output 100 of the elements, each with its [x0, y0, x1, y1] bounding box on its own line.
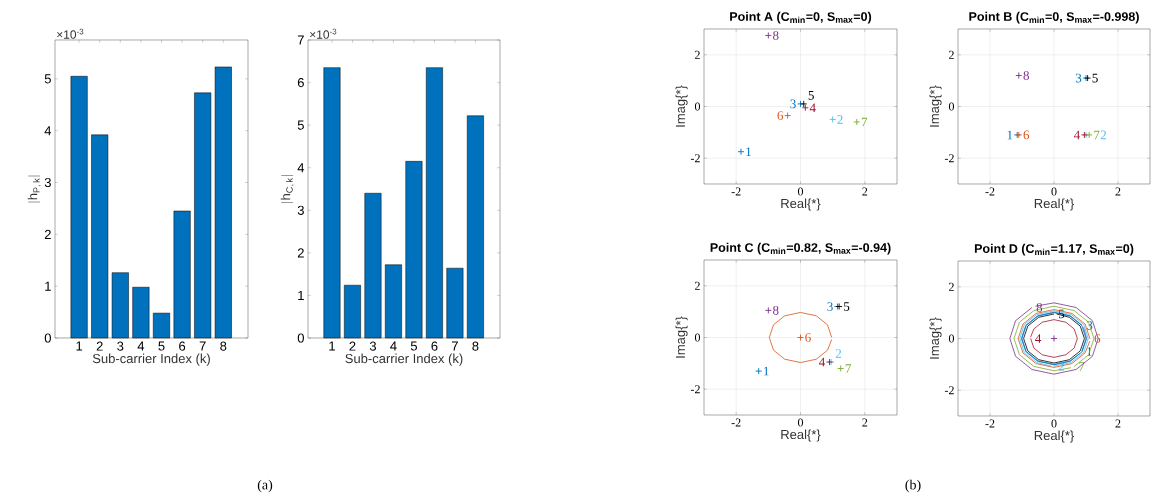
- x-tick-label: 2: [1115, 187, 1121, 196]
- series-label: 4: [1035, 334, 1042, 343]
- series-label: 1: [746, 147, 751, 156]
- chart-title: Point D (C$_{min}$=1.17, S$_{max}$=0): [974, 243, 1134, 256]
- x-tick-label: 4: [390, 341, 397, 351]
- x-axis-title: Sub-carrier Index (k): [92, 353, 210, 366]
- series-label: 6: [777, 111, 784, 120]
- text: ×10$^{-3}$: [310, 28, 337, 39]
- x-axis-title: Real{*}: [781, 198, 821, 211]
- series-label: 2: [1100, 130, 1106, 140]
- y-tick-label: 4: [297, 163, 305, 173]
- x-tick-label: 5: [158, 341, 165, 351]
- series-label: 1: [1007, 130, 1013, 140]
- y-tick-label: 6: [297, 77, 304, 88]
- x-tick-label: 3: [117, 341, 124, 351]
- y-tick-label: -2: [944, 154, 954, 163]
- chart-title: Point C (C$_{min}$=0.82, S$_{max}$=-0.94): [710, 242, 891, 255]
- series-label: 8: [1023, 71, 1030, 80]
- series-label: 8: [1036, 303, 1043, 312]
- y-tick-label: -2: [690, 385, 700, 394]
- x-tick-label: 7: [199, 341, 206, 351]
- series-label: 3: [790, 99, 796, 109]
- x-tick-label: -2: [985, 187, 995, 196]
- x-tick-label: 7: [451, 341, 458, 351]
- x-tick-label: 8: [472, 341, 479, 351]
- series-label: 7: [861, 117, 868, 127]
- series-label: 3: [1086, 320, 1093, 330]
- text: ×10$^{-3}$: [57, 28, 84, 39]
- series-label: 6: [1023, 130, 1030, 140]
- series-label: 5: [844, 302, 850, 311]
- series-label: 5: [1092, 73, 1098, 83]
- y-tick-label: 0: [44, 333, 51, 343]
- y-axis-title: $|\mathrm{h}_{\mathrm{P,\,k}}|$: [27, 175, 42, 203]
- y-axis-title: Imag{*}: [929, 317, 942, 359]
- x-tick-label: -2: [985, 419, 995, 428]
- series-label: 2: [835, 349, 842, 358]
- y-tick-label: -2: [944, 386, 954, 395]
- y-tick-label: 2: [695, 50, 700, 59]
- x-tick-label: 5: [410, 341, 418, 351]
- y-axis-title: Imag{*}: [929, 85, 942, 127]
- y-tick-label: 2: [695, 281, 700, 290]
- x-tick-label: 4: [137, 341, 145, 351]
- y-tick-label: 3: [44, 177, 51, 188]
- chart-title: Point B (C$_{min}$=0, S$_{max}$=-0.998): [969, 11, 1139, 24]
- series-label: 4: [809, 103, 816, 113]
- series-label: 2: [1058, 361, 1064, 371]
- x-axis-title: Sub-carrier Index (k): [345, 353, 463, 366]
- y-tick-label: 0: [948, 334, 955, 343]
- series-label: 7: [1079, 362, 1085, 371]
- text: (b): [905, 479, 921, 493]
- y-tick-label: 2: [949, 50, 954, 59]
- series-label: 8: [773, 305, 779, 315]
- y-tick-label: 0: [297, 333, 304, 343]
- x-axis-title: Real{*}: [1034, 430, 1074, 443]
- series-label: 4: [1073, 130, 1081, 140]
- x-tick-label: 1: [76, 341, 83, 351]
- x-tick-label: 6: [431, 341, 438, 351]
- x-tick-label: 2: [96, 341, 103, 351]
- y-tick-label: 5: [44, 74, 51, 84]
- y-tick-label: 3: [297, 205, 304, 215]
- series-label: 7: [1094, 130, 1100, 140]
- y-tick-label: 2: [297, 248, 304, 258]
- y-tick-label: 2: [44, 229, 51, 239]
- y-tick-label: 4: [44, 126, 52, 136]
- y-tick-label: 5: [297, 120, 304, 130]
- x-tick-label: 0: [1051, 419, 1057, 428]
- y-tick-label: 7: [297, 35, 304, 45]
- y-tick-label: 1: [45, 281, 51, 291]
- series-label: 3: [827, 302, 833, 311]
- y-axis-title: $|\mathrm{h}_{\mathrm{C,\,k}}|$: [280, 175, 295, 203]
- chart-title: Point A (C$_{min}$=0, S$_{max}$=0): [730, 11, 872, 24]
- x-tick-label: 0: [797, 187, 804, 196]
- series-label: 6: [805, 333, 811, 342]
- x-tick-label: 2: [349, 341, 356, 351]
- series-label: 2: [837, 115, 843, 124]
- series-label: 3: [1075, 73, 1082, 83]
- y-axis-title: Imag{*}: [675, 316, 688, 358]
- y-tick-label: 0: [694, 102, 701, 111]
- series-label: 5: [1058, 309, 1065, 319]
- x-axis-title: Real{*}: [1034, 198, 1074, 211]
- x-tick-label: -2: [731, 418, 741, 427]
- y-tick-label: 0: [948, 102, 955, 111]
- x-tick-label: 6: [179, 341, 186, 351]
- y-tick-label: 0: [694, 333, 701, 342]
- x-tick-label: 2: [1115, 419, 1121, 428]
- y-axis-title: Imag{*}: [675, 85, 688, 127]
- x-tick-label: -2: [731, 187, 741, 196]
- y-tick-label: -2: [690, 154, 700, 163]
- y-tick-label: 2: [949, 282, 954, 291]
- series-label: 8: [773, 31, 779, 40]
- series-label: 5: [808, 91, 814, 100]
- x-tick-label: 0: [797, 418, 804, 427]
- y-tick-label: 1: [298, 290, 304, 300]
- series-label: 4: [819, 357, 826, 367]
- x-axis-title: Real{*}: [781, 429, 821, 442]
- text: (a): [257, 479, 273, 493]
- series-label: 1: [764, 366, 769, 376]
- series-label: 6: [1094, 334, 1101, 343]
- x-tick-label: 3: [369, 341, 377, 351]
- x-tick-label: 2: [862, 418, 868, 427]
